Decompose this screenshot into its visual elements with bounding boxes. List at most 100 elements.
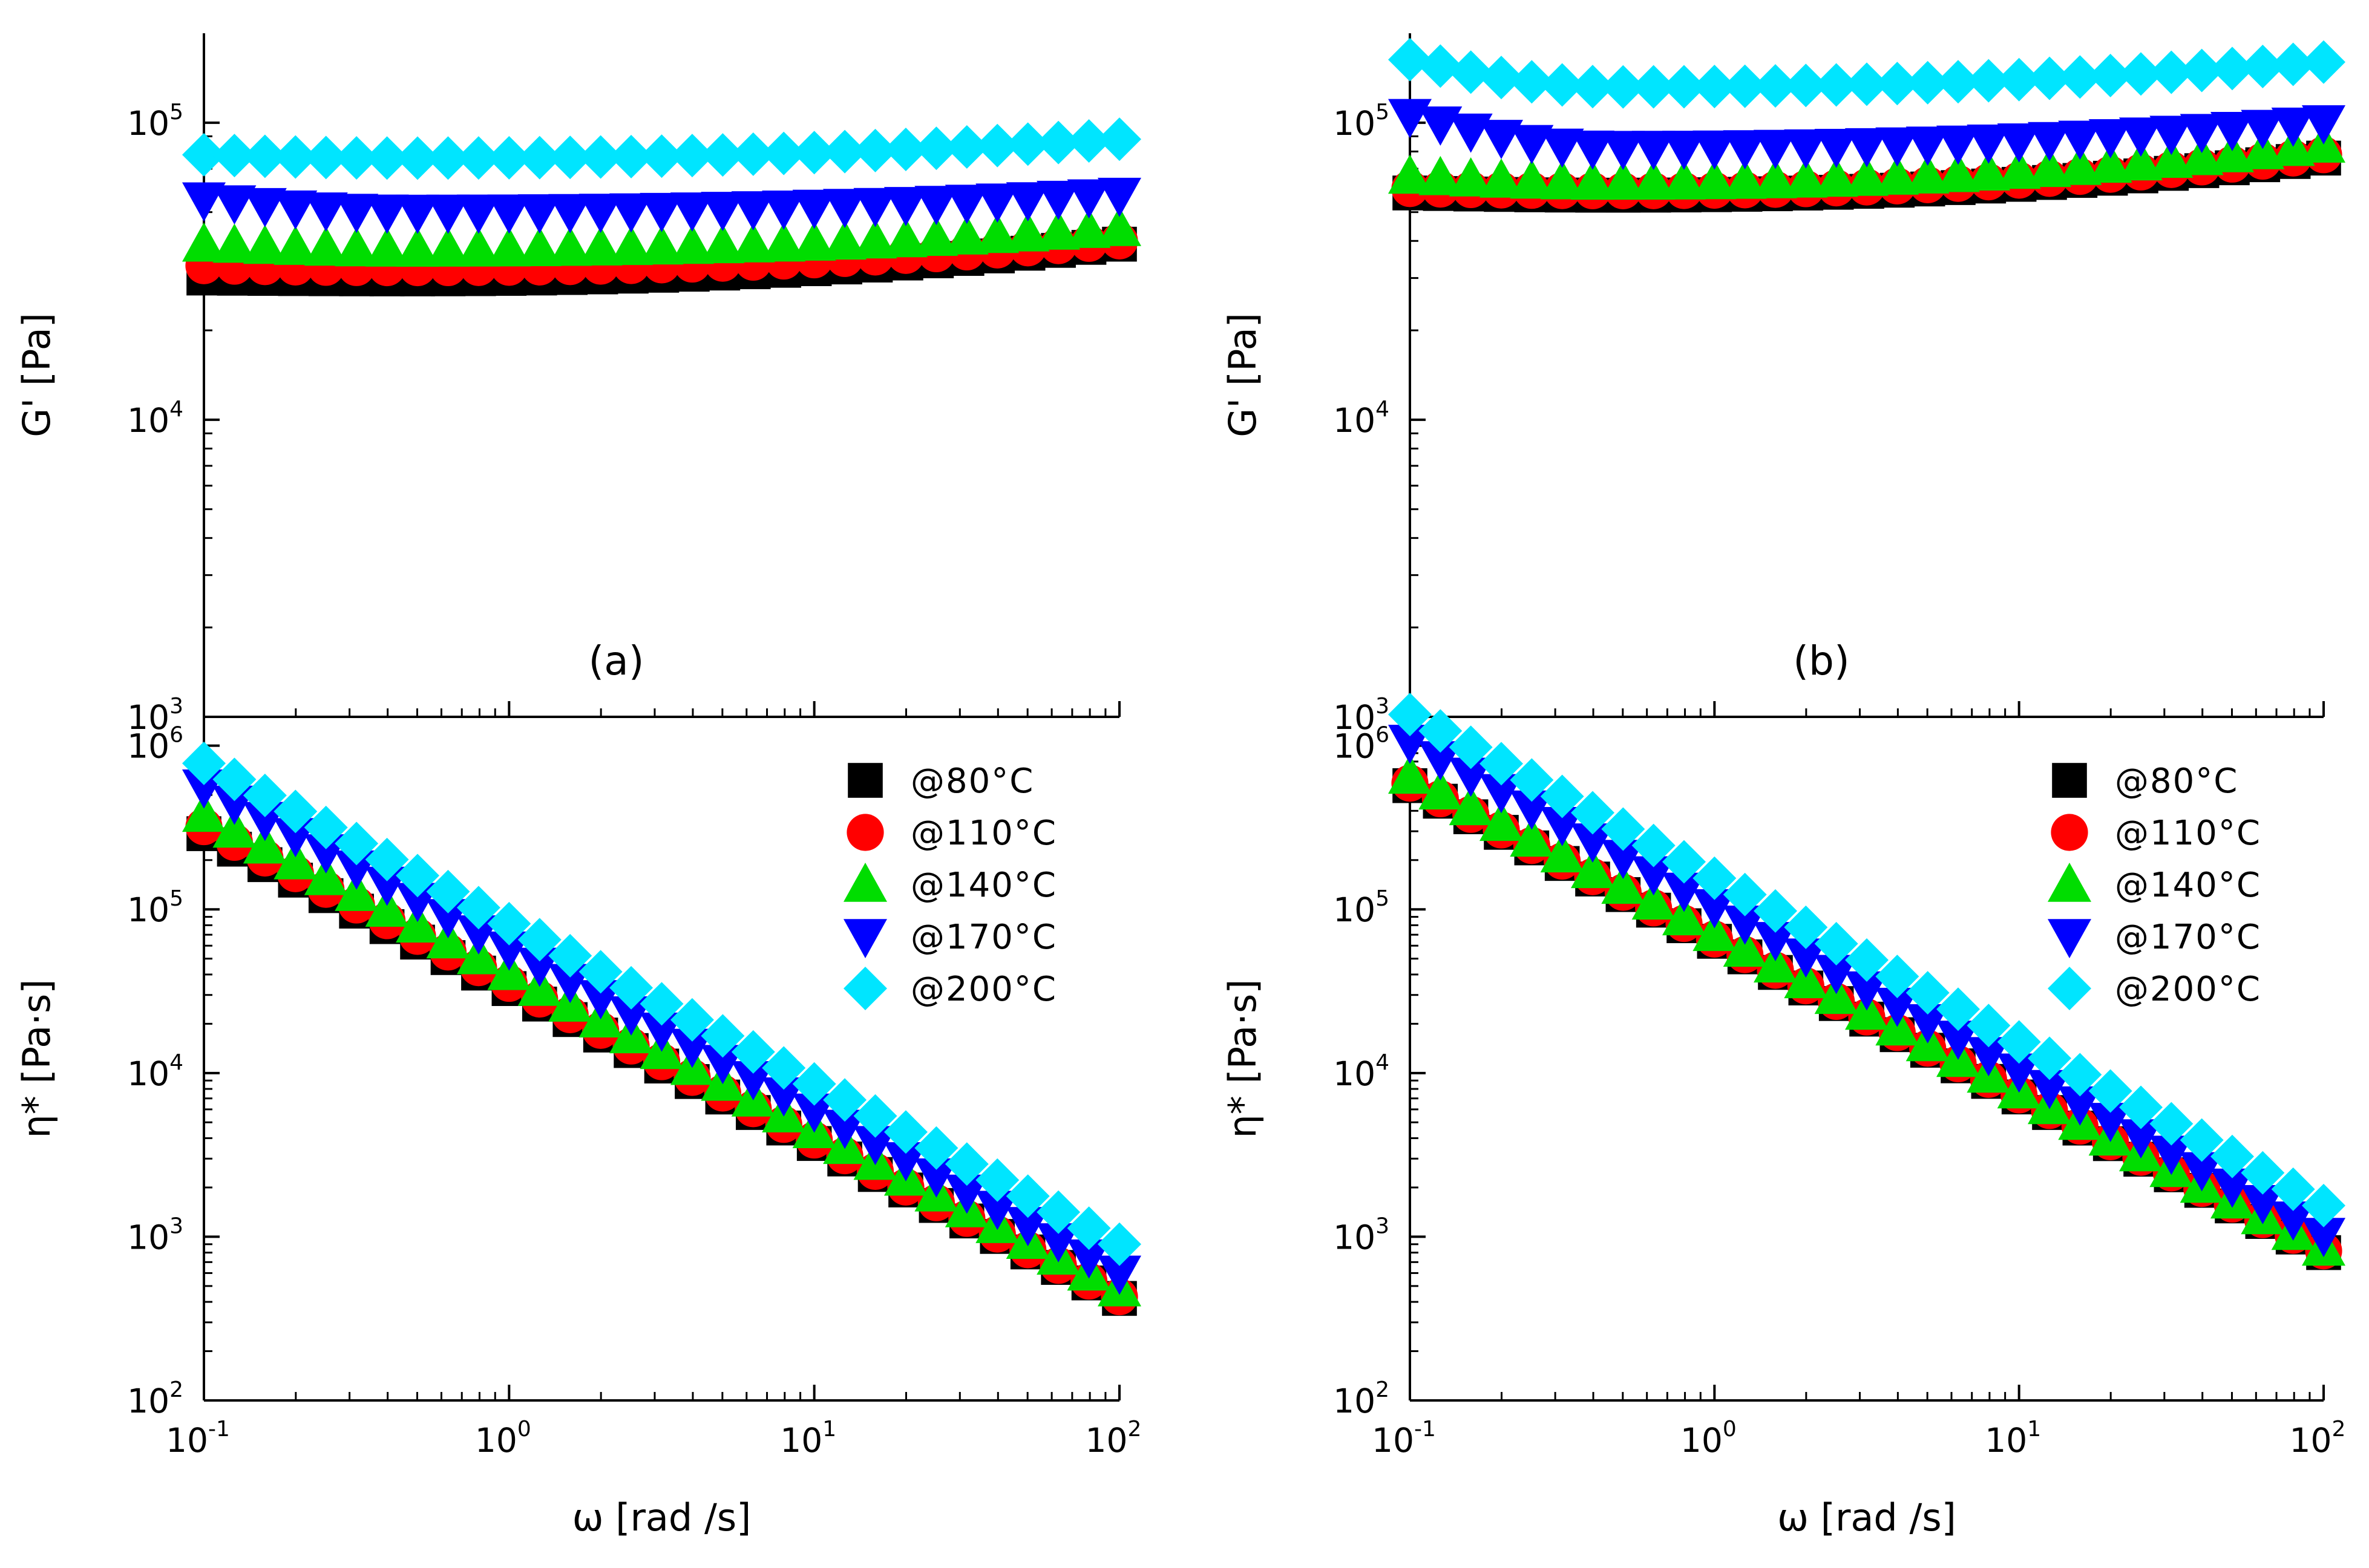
data-point (731, 223, 775, 263)
legend-marker (847, 814, 884, 851)
data-point (1905, 154, 1950, 194)
data-point (1692, 65, 1737, 109)
data-point (304, 136, 348, 180)
data-point (2149, 139, 2194, 178)
chart-a-top: 103 104 105 G' [Pa] (a) (15, 33, 1141, 737)
legend-marker (844, 967, 887, 1010)
data-point (1479, 120, 1523, 159)
data-point (1631, 131, 1676, 171)
data-point (2210, 1168, 2254, 1208)
y-axis-title: G' [Pa] (1221, 313, 1265, 437)
data-point (182, 182, 226, 222)
data-point (1723, 927, 1767, 967)
y-tick-label: 104 (127, 397, 183, 440)
data-point (1388, 725, 1432, 764)
data-point (670, 1028, 714, 1068)
data-point (396, 136, 440, 180)
data-point (1449, 157, 1493, 197)
data-point (1067, 179, 1111, 219)
data-point (975, 183, 1020, 223)
legend-marker (848, 763, 883, 798)
y-tick-label: 105 (1333, 100, 1389, 143)
data-point (2241, 129, 2285, 169)
data-point (701, 133, 745, 177)
data-point (578, 135, 623, 179)
data-point (1540, 128, 1584, 168)
data-point (1723, 130, 1767, 170)
data-point (975, 1191, 1020, 1230)
data-point (2028, 1036, 2071, 1080)
y-tick-label: 102 (1333, 1377, 1389, 1420)
data-point (853, 128, 897, 172)
data-point (1662, 872, 1706, 912)
data-point (243, 134, 287, 178)
data-point (1601, 65, 1645, 109)
data-point (883, 1142, 928, 1181)
legend-label: @110°C (911, 814, 1057, 853)
data-point (1784, 129, 1828, 169)
data-point (1754, 158, 1797, 198)
data-point (1936, 125, 1980, 165)
data-point (1845, 156, 1889, 196)
series-140C (1388, 123, 2345, 200)
data-point (578, 950, 623, 994)
legend-marker (2048, 967, 2091, 1010)
y-tick-label: 105 (127, 886, 183, 929)
data-point (2149, 1102, 2194, 1146)
data-point (1631, 823, 1676, 867)
data-point (1449, 113, 1493, 153)
data-point (182, 741, 226, 785)
data-point (883, 187, 928, 226)
data-point (2119, 141, 2163, 181)
data-point (1845, 62, 1889, 106)
data-point (640, 225, 684, 265)
data-point (1571, 849, 1614, 889)
data-point (1006, 1207, 1050, 1247)
data-point (487, 194, 531, 234)
data-point (2302, 1218, 2345, 1258)
data-point (1662, 131, 1706, 170)
data-point (701, 1014, 745, 1058)
data-point (1692, 160, 1737, 200)
data-point (456, 886, 500, 930)
data-point (396, 854, 440, 898)
y-tick-label: 103 (127, 1214, 183, 1256)
data-point (640, 134, 684, 178)
data-point (1601, 807, 1645, 851)
data-point (274, 226, 318, 265)
data-point (2180, 1118, 2224, 1162)
data-point (1723, 906, 1767, 945)
data-point (1067, 119, 1111, 163)
data-point (456, 136, 500, 180)
data-point (2210, 112, 2254, 151)
data-point (1692, 889, 1737, 929)
data-point (212, 185, 257, 225)
legend-marker (2052, 763, 2087, 798)
data-point (365, 887, 409, 927)
data-point (1845, 128, 1889, 168)
x-tick-label: 102 (2290, 1417, 2346, 1460)
data-point (1006, 212, 1050, 252)
data-point (335, 227, 379, 267)
data-point (396, 227, 440, 267)
data-point (1754, 922, 1797, 961)
data-point (762, 1077, 806, 1117)
data-point (1662, 896, 1706, 936)
data-point (1631, 65, 1676, 109)
x-tick-label: 100 (1680, 1417, 1737, 1460)
data-point (731, 191, 775, 230)
data-point (2180, 48, 2224, 93)
data-point (1967, 1004, 2011, 1048)
data-point (731, 132, 775, 176)
data-point (2180, 1152, 2224, 1192)
data-point (2210, 1134, 2254, 1178)
data-point (182, 792, 226, 832)
data-point (1754, 64, 1797, 108)
data-point (1905, 60, 1950, 105)
data-point (1037, 211, 1081, 250)
data-point (2058, 1086, 2102, 1126)
data-point (1479, 802, 1523, 841)
data-point (914, 217, 958, 256)
data-point (792, 189, 836, 229)
data-point (2088, 53, 2132, 97)
